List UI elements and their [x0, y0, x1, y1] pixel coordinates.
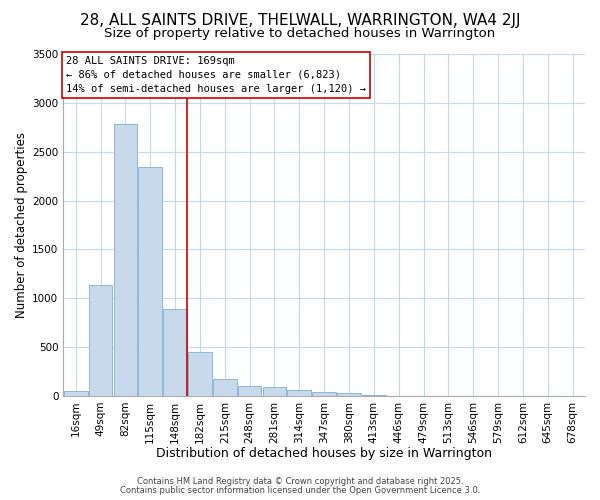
Bar — [337, 394, 361, 396]
Text: Contains HM Land Registry data © Crown copyright and database right 2025.: Contains HM Land Registry data © Crown c… — [137, 477, 463, 486]
Bar — [213, 379, 236, 396]
Text: 28 ALL SAINTS DRIVE: 169sqm
← 86% of detached houses are smaller (6,823)
14% of : 28 ALL SAINTS DRIVE: 169sqm ← 86% of det… — [66, 56, 366, 94]
Bar — [163, 309, 187, 396]
Bar — [113, 124, 137, 396]
Bar — [238, 386, 262, 396]
Text: Size of property relative to detached houses in Warrington: Size of property relative to detached ho… — [104, 28, 496, 40]
Bar — [287, 390, 311, 396]
Bar — [188, 352, 212, 396]
Text: 28, ALL SAINTS DRIVE, THELWALL, WARRINGTON, WA4 2JJ: 28, ALL SAINTS DRIVE, THELWALL, WARRINGT… — [80, 12, 520, 28]
Text: Contains public sector information licensed under the Open Government Licence 3.: Contains public sector information licen… — [120, 486, 480, 495]
Bar — [64, 391, 88, 396]
X-axis label: Distribution of detached houses by size in Warrington: Distribution of detached houses by size … — [156, 447, 492, 460]
Bar — [263, 387, 286, 396]
Bar — [89, 286, 112, 396]
Bar — [139, 168, 162, 396]
Y-axis label: Number of detached properties: Number of detached properties — [15, 132, 28, 318]
Bar — [313, 392, 336, 396]
